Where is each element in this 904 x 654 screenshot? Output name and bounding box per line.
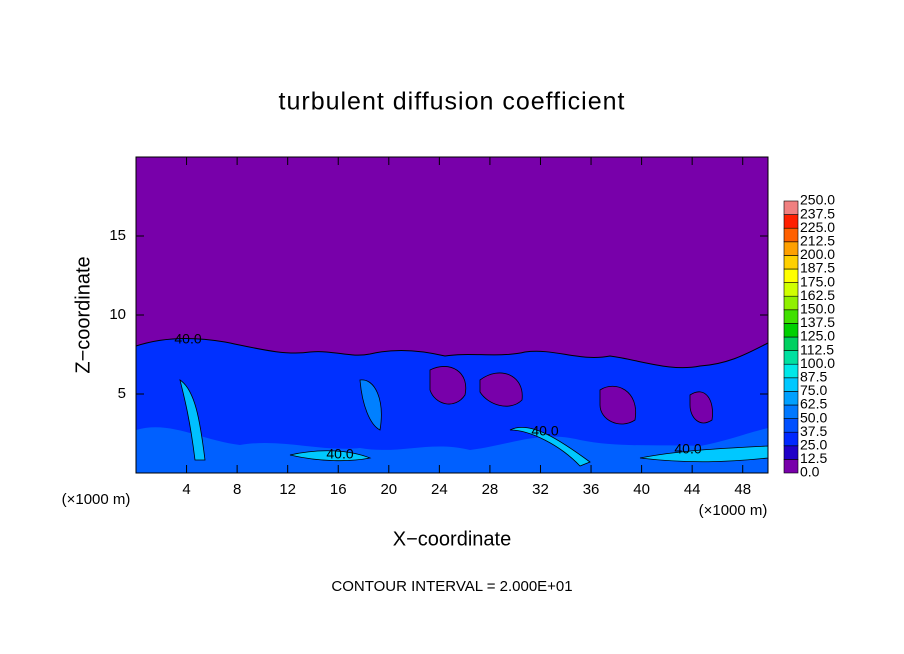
colorbar-segment — [783, 323, 799, 338]
colorbar-label: 0.0 — [800, 464, 820, 480]
colorbar-segment — [783, 459, 799, 474]
x-unit-label: (×1000 m) — [699, 502, 768, 519]
colorbar-segment — [783, 282, 799, 297]
x-tick-label: 16 — [330, 481, 347, 498]
colorbar-label: 50.0 — [800, 409, 827, 425]
colorbar-label: 75.0 — [800, 382, 827, 398]
field-streak — [179, 379, 206, 461]
field-blob — [479, 372, 523, 407]
colorbar-label: 162.5 — [800, 287, 835, 303]
colorbar-label: 237.5 — [800, 205, 835, 221]
colorbar-segment — [783, 200, 799, 215]
colorbar-segment — [783, 431, 799, 447]
contour-label: 40.0 — [674, 441, 701, 457]
colorbar-segment — [783, 445, 799, 460]
chart-title: turbulent diffusion coefficient — [279, 88, 626, 116]
colorbar-segment — [783, 268, 799, 283]
colorbar-segment — [783, 377, 799, 392]
x-tick-label: 28 — [482, 481, 499, 498]
contour-label: 40.0 — [174, 331, 201, 347]
colorbar-label: 62.5 — [800, 396, 827, 412]
colorbar-segment — [783, 404, 799, 419]
x-axis-label: X−coordinate — [393, 528, 511, 550]
x-tick-label: 44 — [684, 481, 701, 498]
colorbar-label: 225.0 — [800, 219, 835, 235]
colorbar-label: 175.0 — [800, 273, 835, 289]
field-blob — [599, 385, 637, 425]
x-tick-label: 20 — [380, 481, 397, 498]
colorbar-label: 187.5 — [800, 260, 835, 276]
field-blob — [429, 366, 467, 405]
x-tick-label: 12 — [279, 481, 296, 498]
field-streak — [509, 426, 591, 467]
colorbar-segment — [783, 295, 799, 311]
field-streak — [289, 450, 372, 462]
field-region — [136, 427, 768, 473]
field-streak — [359, 379, 382, 431]
colorbar-label: 150.0 — [800, 301, 835, 317]
colorbar-label: 37.5 — [800, 423, 827, 439]
contour-field — [135, 157, 769, 474]
contour-label: 40.0 — [531, 423, 558, 439]
colorbar-label: 12.5 — [800, 450, 827, 466]
colorbar-label: 100.0 — [800, 355, 835, 371]
colorbar-segment — [783, 309, 799, 324]
colorbar-label: 137.5 — [800, 314, 835, 330]
x-tick-label: 32 — [532, 481, 549, 498]
x-unit-label: (×1000 m) — [62, 491, 131, 508]
y-axis-label: Z−coordinate — [72, 256, 94, 373]
x-tick-label: 4 — [182, 481, 190, 498]
colorbar-label: 87.5 — [800, 369, 827, 385]
colorbar-segment — [783, 241, 799, 256]
x-tick-label: 8 — [233, 481, 241, 498]
footnote: CONTOUR INTERVAL = 2.000E+01 — [331, 578, 572, 595]
x-tick-label: 24 — [431, 481, 448, 498]
colorbar-label: 212.5 — [800, 233, 835, 249]
colorbar-label: 250.0 — [800, 192, 835, 208]
y-tick-label: 10 — [109, 306, 126, 323]
colorbar-label: 25.0 — [800, 437, 827, 453]
colorbar-label: 112.5 — [800, 341, 834, 357]
colorbar-segment — [783, 214, 799, 229]
colorbar-segment — [783, 363, 799, 379]
colorbar-segment — [783, 255, 799, 270]
colorbar-label: 125.0 — [800, 328, 835, 344]
y-tick-label: 5 — [118, 385, 126, 402]
colorbar-segment — [783, 418, 799, 433]
y-tick-label: 15 — [109, 227, 126, 244]
colorbar-label: 200.0 — [800, 246, 835, 262]
x-tick-label: 40 — [633, 481, 650, 498]
colorbar-segment — [783, 227, 799, 243]
field-blob — [689, 391, 713, 424]
x-tick-label: 36 — [583, 481, 600, 498]
contour-label: 40.0 — [326, 446, 353, 462]
colorbar-segment — [783, 350, 799, 365]
colorbar-segment — [783, 336, 799, 351]
field-region — [135, 338, 769, 474]
colorbar-segment — [783, 391, 799, 406]
x-tick-label: 48 — [734, 481, 751, 498]
